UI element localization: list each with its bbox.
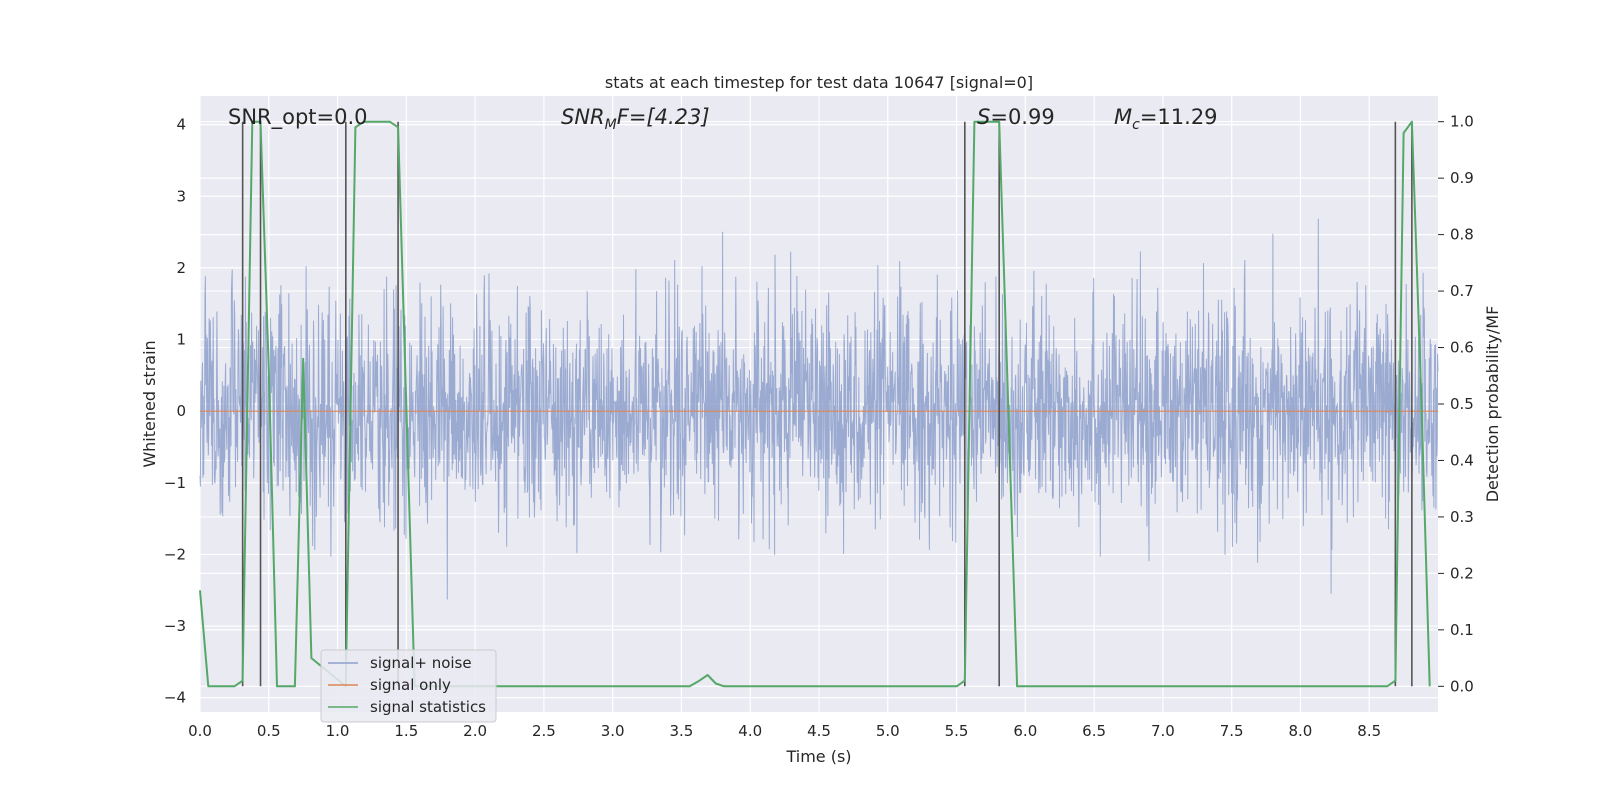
y2-tick-3: 0.3 xyxy=(1450,508,1474,526)
x-tick-1: 0.5 xyxy=(257,722,281,740)
annotation-snr-mf-base: SNR xyxy=(561,105,605,129)
legend-label-noise: signal+ noise xyxy=(370,654,472,672)
legend-label-signal-statistics: signal statistics xyxy=(370,698,486,716)
x-tick-14: 7.0 xyxy=(1151,722,1175,740)
y-tick-labels: −4 −3 −2 −1 0 1 2 3 4 xyxy=(164,116,186,707)
y-tick-0: −4 xyxy=(164,689,186,707)
annotation-s: S=0.99 xyxy=(977,105,1055,129)
x-tick-13: 6.5 xyxy=(1082,722,1106,740)
annotation-mc-base: M xyxy=(1114,105,1132,129)
annotation-mc: Mc=11.29 xyxy=(1114,105,1218,133)
y2-tick-7: 0.7 xyxy=(1450,282,1474,300)
legend-label-signal-only: signal only xyxy=(370,676,451,694)
y2-tick-labels: 0.0 0.1 0.2 0.3 0.4 0.5 0.6 0.7 0.8 0.9 1.0 xyxy=(1438,113,1474,695)
y2-tick-5: 0.5 xyxy=(1450,395,1474,413)
y2-tick-4: 0.4 xyxy=(1450,451,1474,469)
y2-tick-9: 0.9 xyxy=(1450,169,1474,187)
y2-tick-2: 0.2 xyxy=(1450,564,1474,582)
x-tick-15: 7.5 xyxy=(1220,722,1244,740)
annotation-mc-value: =11.29 xyxy=(1140,105,1218,129)
x-tick-6: 3.0 xyxy=(601,722,625,740)
y-tick-5: 1 xyxy=(176,331,186,349)
legend-box xyxy=(320,649,497,723)
annotation-s-label: S xyxy=(977,105,990,129)
y-tick-1: −3 xyxy=(164,617,186,635)
x-tick-5: 2.5 xyxy=(532,722,556,740)
y2-tick-0: 0.0 xyxy=(1450,677,1474,695)
x-tick-3: 1.5 xyxy=(394,722,418,740)
x-tick-12: 6.0 xyxy=(1013,722,1037,740)
chart-title: stats at each timestep for test data 106… xyxy=(605,73,1033,92)
annotation-snr-mf-sub: M xyxy=(605,117,617,133)
y2-tick-8: 0.8 xyxy=(1450,226,1474,244)
y2-tick-6: 0.6 xyxy=(1450,339,1474,357)
y-tick-6: 2 xyxy=(176,259,186,277)
x-tick-10: 5.0 xyxy=(876,722,900,740)
y-tick-3: −1 xyxy=(164,474,186,492)
y-tick-7: 3 xyxy=(176,187,186,205)
annotation-snr-mf: SNRMF=[4.23] xyxy=(561,105,710,133)
y2-axis-label: Detection probability/MF xyxy=(1483,306,1502,503)
x-tick-4: 2.0 xyxy=(463,722,487,740)
legend: signal+ noise signal only signal statist… xyxy=(320,649,497,723)
x-tick-labels: 0.0 0.5 1.0 1.5 2.0 2.5 3.0 3.5 4.0 4.5 5.0 5.5 6.0 6… xyxy=(188,722,1381,740)
annotation-mc-sub: c xyxy=(1132,117,1140,133)
y-axis-label: Whitened strain xyxy=(140,340,159,467)
x-axis-label: Time (s) xyxy=(785,747,851,766)
x-tick-16: 8.0 xyxy=(1289,722,1313,740)
annotation-snr-mf-rest: F=[4.23] xyxy=(617,105,710,129)
x-tick-9: 4.5 xyxy=(807,722,831,740)
x-tick-0: 0.0 xyxy=(188,722,212,740)
x-tick-8: 4.0 xyxy=(738,722,762,740)
x-tick-2: 1.0 xyxy=(326,722,350,740)
y-tick-8: 4 xyxy=(176,116,186,134)
x-tick-17: 8.5 xyxy=(1357,722,1381,740)
annotation-s-value: =0.99 xyxy=(990,105,1054,129)
x-tick-7: 3.5 xyxy=(670,722,694,740)
y-tick-2: −2 xyxy=(164,545,186,563)
y2-tick-1: 0.1 xyxy=(1450,621,1474,639)
annotation-snr-opt: SNR_opt=0.0 xyxy=(228,105,368,130)
x-tick-11: 5.5 xyxy=(945,722,969,740)
y-tick-4: 0 xyxy=(176,402,186,420)
y2-tick-10: 1.0 xyxy=(1450,113,1474,131)
vertical-markers xyxy=(241,121,1413,687)
